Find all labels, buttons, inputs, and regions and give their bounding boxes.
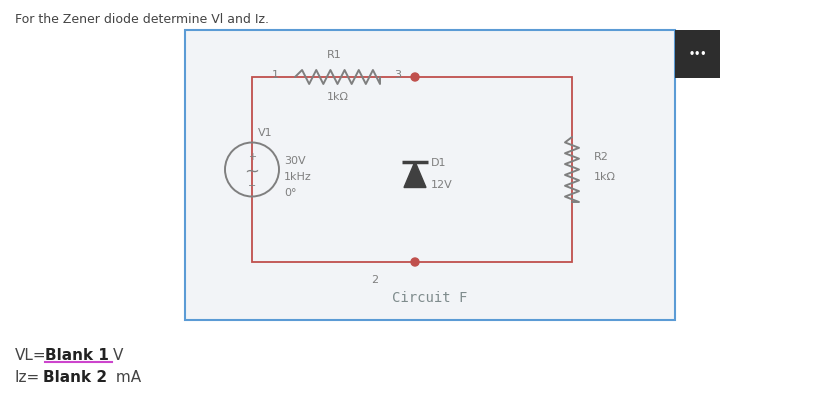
Text: R2: R2 bbox=[594, 152, 609, 162]
Circle shape bbox=[411, 73, 419, 81]
Text: VL=: VL= bbox=[15, 348, 47, 363]
Text: V1: V1 bbox=[258, 128, 273, 138]
Text: 1kΩ: 1kΩ bbox=[327, 92, 349, 102]
Text: D1: D1 bbox=[431, 158, 447, 168]
Text: 12V: 12V bbox=[431, 180, 453, 190]
Text: Blank 2: Blank 2 bbox=[43, 370, 107, 385]
Polygon shape bbox=[404, 162, 426, 188]
Bar bbox=[185, 30, 675, 320]
Text: V: V bbox=[113, 348, 123, 363]
Text: 2: 2 bbox=[372, 275, 378, 285]
Circle shape bbox=[411, 258, 419, 266]
Text: mA: mA bbox=[111, 370, 141, 385]
Text: Blank 1: Blank 1 bbox=[45, 348, 109, 363]
Text: +: + bbox=[248, 152, 256, 162]
Text: −: − bbox=[248, 182, 256, 192]
Text: R1: R1 bbox=[327, 50, 342, 60]
Text: Circuit F: Circuit F bbox=[392, 291, 467, 305]
Text: 3: 3 bbox=[395, 70, 401, 80]
Bar bbox=[252, 77, 572, 262]
Text: For the Zener diode determine Vl and Iz.: For the Zener diode determine Vl and Iz. bbox=[15, 13, 269, 26]
Text: 1: 1 bbox=[271, 70, 279, 80]
Text: 1kΩ: 1kΩ bbox=[594, 172, 616, 182]
Bar bbox=[675, 30, 720, 78]
Text: 30V: 30V bbox=[284, 156, 306, 166]
Text: 0°: 0° bbox=[284, 188, 297, 198]
Text: •••: ••• bbox=[688, 49, 707, 59]
Text: Iz=: Iz= bbox=[15, 370, 40, 385]
Text: ~: ~ bbox=[244, 162, 260, 180]
Text: 1kHz: 1kHz bbox=[284, 172, 312, 182]
